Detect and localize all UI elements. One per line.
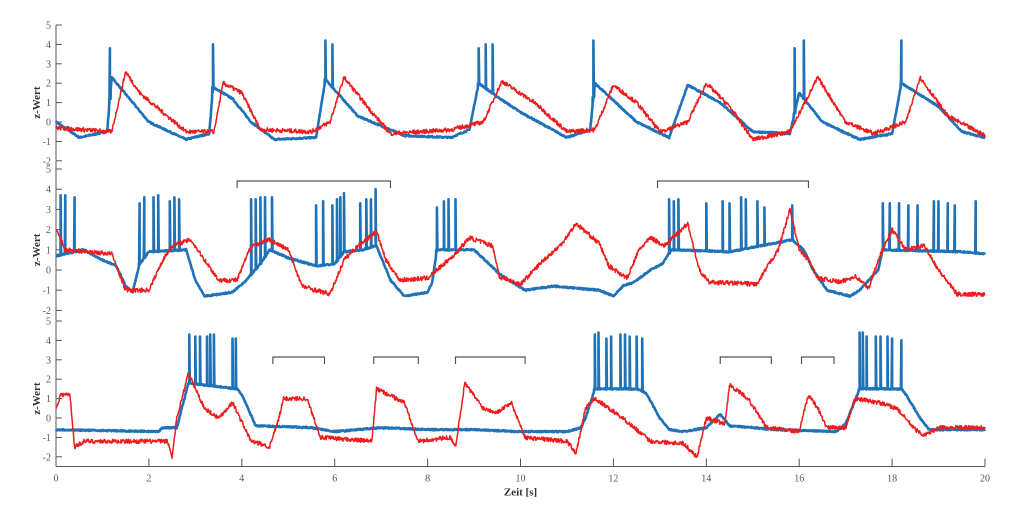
x-tick-label: 12 [608, 474, 618, 485]
x-tick-label: 8 [425, 474, 430, 485]
y-tick-label: -2 [43, 306, 51, 317]
interval-bracket [272, 356, 326, 364]
y-axis-label: z-Wert [31, 233, 43, 266]
y-tick-label: 3 [46, 355, 51, 366]
y-tick-label: -2 [43, 452, 51, 463]
y-tick-label: 5 [46, 21, 51, 32]
interval-bracket [800, 356, 835, 364]
x-tick-label: 0 [54, 474, 59, 485]
y-tick-label: 0 [46, 414, 51, 425]
x-tick-label: 10 [516, 474, 526, 485]
interval-bracket [454, 356, 526, 364]
x-tick-label: 2 [146, 474, 151, 485]
series-blue-line [54, 39, 986, 142]
x-tick-label: 6 [332, 474, 337, 485]
y-tick-label: 4 [46, 336, 51, 347]
y-tick-label: 3 [46, 59, 51, 70]
y-tick-label: 2 [46, 375, 51, 386]
x-tick-label: 14 [701, 474, 711, 485]
interval-bracket [719, 356, 772, 364]
y-tick-label: 1 [46, 245, 51, 256]
y-tick-label: 4 [46, 185, 51, 196]
y-axis-label: z-Wert [31, 382, 43, 415]
y-tick-label: 5 [46, 165, 51, 176]
series-red-line [55, 71, 986, 142]
y-tick-label: 0 [46, 266, 51, 277]
interval-bracket [656, 180, 810, 188]
y-tick-label: -1 [43, 433, 51, 444]
y-tick-label: 4 [46, 40, 51, 51]
interval-bracket [236, 180, 392, 188]
y-tick-label: -1 [43, 137, 51, 148]
y-tick-label: -2 [43, 156, 51, 167]
series-red-line [55, 207, 986, 298]
series-blue-line [54, 331, 987, 434]
x-tick-label: 20 [980, 474, 990, 485]
y-tick-label: -1 [43, 286, 51, 297]
x-tick-label: 4 [239, 474, 244, 485]
x-axis-label: Zeit [s] [504, 487, 537, 499]
y-tick-label: 3 [46, 205, 51, 216]
y-tick-label: 2 [46, 225, 51, 236]
y-tick-label: 2 [46, 79, 51, 90]
series-red-line [55, 372, 986, 460]
y-tick-label: 1 [46, 394, 51, 405]
y-tick-label: 1 [46, 98, 51, 109]
x-tick-label: 16 [794, 474, 804, 485]
y-axis-label: z-Wert [31, 86, 43, 119]
y-tick-label: 0 [46, 118, 51, 129]
x-tick-label: 18 [887, 474, 897, 485]
interval-bracket [373, 356, 419, 364]
y-tick-label: 5 [46, 317, 51, 328]
